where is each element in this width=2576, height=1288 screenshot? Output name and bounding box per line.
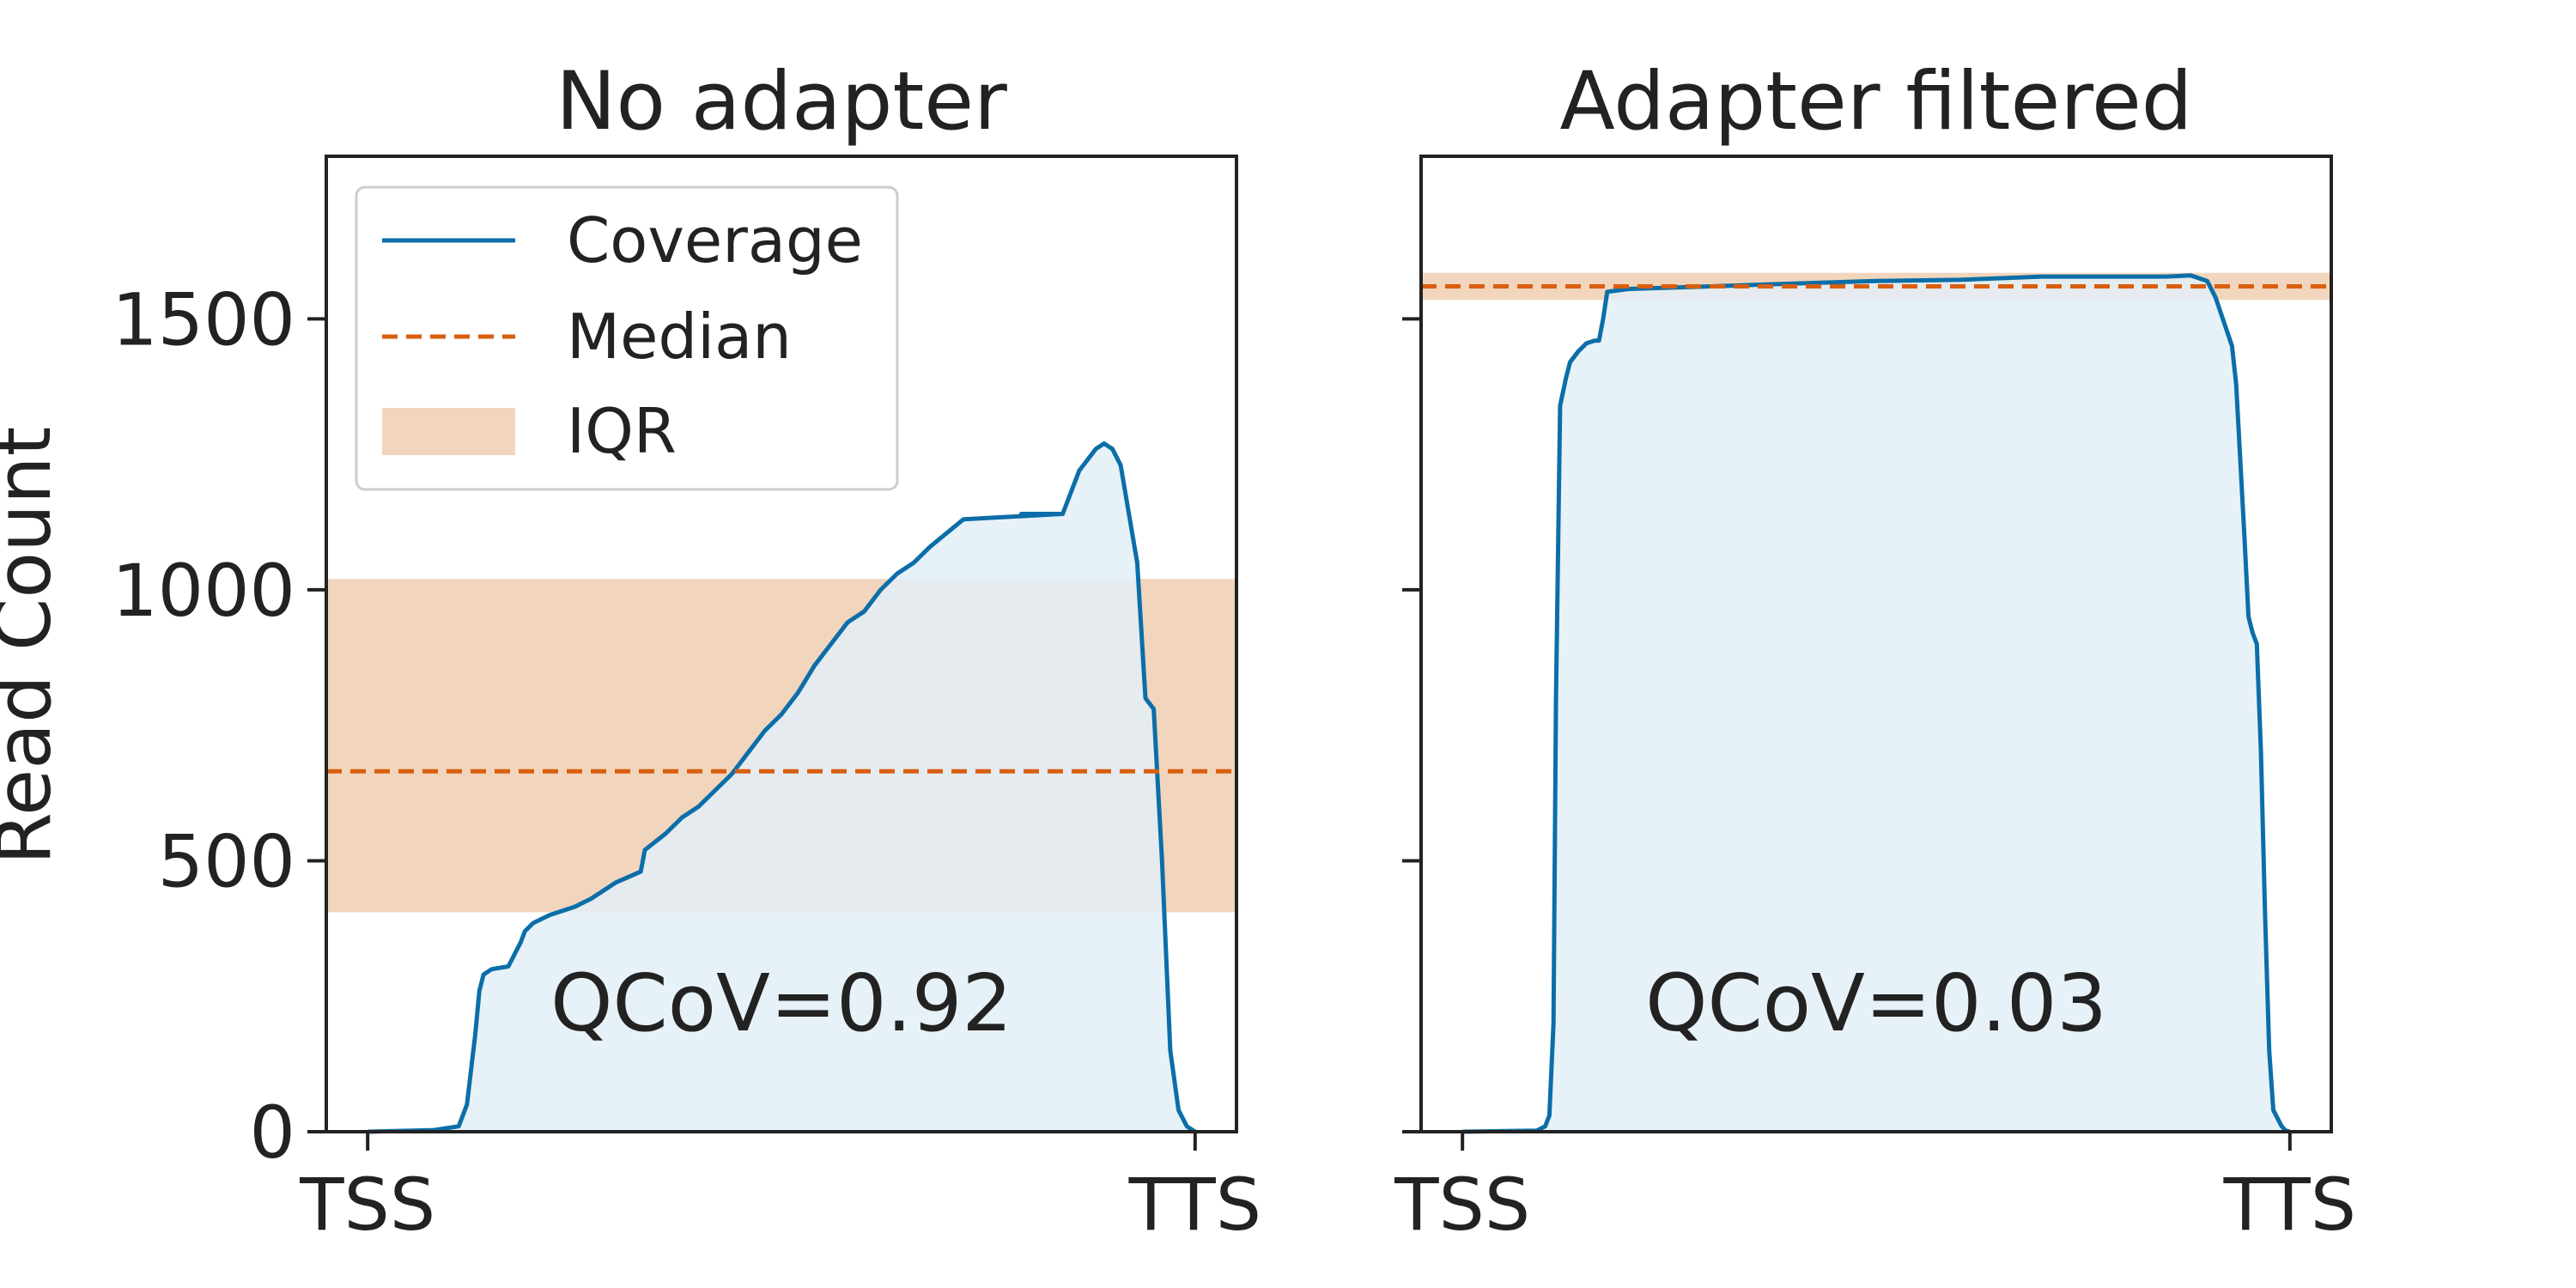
y-tick-label: 1000 <box>112 549 295 633</box>
plot-frame <box>325 155 1238 1133</box>
y-axis-label-group: Read Count <box>0 427 68 865</box>
panel-1: No adapter QCoV=0.92 0 500 1000 1500 TSS TTS Cov… <box>112 55 1261 1247</box>
coverage-line <box>1462 273 2291 1134</box>
y-tick-label: 0 <box>250 1091 295 1175</box>
x-tick-label: TTS <box>1128 1163 1261 1247</box>
panel-2: Adapter filtered QCoV=0.03 TSS TTS <box>1394 55 2356 1247</box>
x-tick-label: TSS <box>299 1163 435 1247</box>
coverage-line <box>368 441 1197 1134</box>
legend-label: Coverage <box>567 204 863 276</box>
y-axis-label: Read Count <box>0 427 68 865</box>
qcov-annotation: QCoV=0.03 <box>1645 957 2107 1049</box>
legend-iqr-swatch <box>382 408 515 455</box>
coverage-area <box>368 443 1195 1132</box>
plot-frame <box>1419 155 2333 1133</box>
legend: Coverage Median IQR <box>355 185 899 491</box>
panels: No adapter QCoV=0.92 0 500 1000 1500 TSS TTS Cov… <box>112 55 2356 1247</box>
qcov-annotation: QCoV=0.92 <box>550 957 1012 1049</box>
legend-label: Median <box>567 301 792 373</box>
x-tick-label: TTS <box>2223 1163 2356 1247</box>
x-tick-label: TSS <box>1394 1163 1530 1247</box>
legend-label: IQR <box>567 395 677 467</box>
coverage-area <box>1462 275 2290 1132</box>
panel-title: Adapter filtered <box>1560 55 2193 149</box>
y-tick-label: 1500 <box>112 277 295 361</box>
panel-title: No adapter <box>556 55 1007 149</box>
y-tick-label: 500 <box>158 819 295 903</box>
